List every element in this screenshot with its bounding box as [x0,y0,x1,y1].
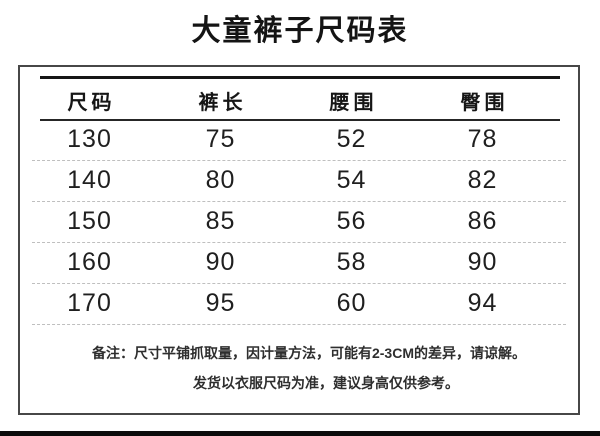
table-cell-size: 150 [67,207,112,235]
table-cell-waist: 56 [336,207,367,235]
row-separator [32,242,566,243]
shipping-note: 发货以衣服尺码为准，建议身高仅供参考。 [193,375,459,391]
row-separator [32,201,566,202]
table-cell-pants-length: 95 [205,289,236,317]
column-header-size: 尺码 [67,91,116,114]
table-cell-hip: 90 [467,248,498,276]
bottom-divider-bar [0,431,600,436]
table-cell-size: 160 [67,248,112,276]
table-cell-size: 170 [67,289,112,317]
table-cell-hip: 78 [467,125,498,153]
row-separator [32,324,566,325]
row-separator [32,160,566,161]
table-cell-waist: 54 [336,166,367,194]
table-cell-pants-length: 80 [205,166,236,194]
table-cell-pants-length: 75 [205,125,236,153]
table-cell-size: 140 [67,166,112,194]
remark-note: 备注：尺寸平铺抓取量，因计量方法，可能有2-3CM的差异，请谅解。 [91,345,526,361]
column-header-pants-length: 裤长 [198,91,247,114]
table-cell-hip: 86 [467,207,498,235]
page-title: 大童裤子尺码表 [191,15,409,47]
table-cell-hip: 82 [467,166,498,194]
column-header-waist: 腰围 [329,91,378,114]
row-separator [32,283,566,284]
table-cell-waist: 52 [336,125,367,153]
column-header-hip: 臀围 [460,91,509,114]
table-top-rule [40,76,560,79]
size-table: 尺码 裤长 腰围 臀围 130 75 52 78 140 80 54 82 15… [24,78,548,324]
table-cell-pants-length: 90 [205,248,236,276]
table-cell-hip: 94 [467,289,498,317]
table-cell-size: 130 [67,125,112,153]
table-cell-waist: 58 [336,248,367,276]
table-cell-pants-length: 85 [205,207,236,235]
table-cell-waist: 60 [336,289,367,317]
size-table-panel: 尺码 裤长 腰围 臀围 130 75 52 78 140 80 54 82 15… [18,65,580,415]
header-underline-rule [40,119,560,121]
